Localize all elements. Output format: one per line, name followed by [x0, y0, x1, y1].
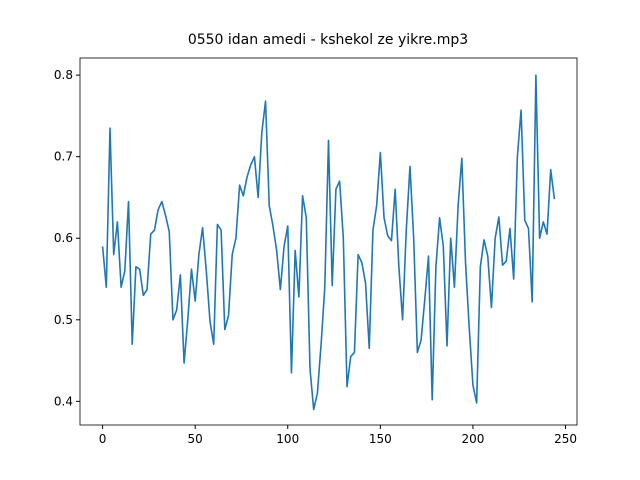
- plot-frame: [79, 57, 578, 426]
- y-tick-label: 0.6: [54, 231, 73, 245]
- x-tick-label: 50: [188, 432, 203, 446]
- x-tick-label: 150: [369, 432, 392, 446]
- y-tick-label: 0.4: [54, 394, 73, 408]
- x-tick-label: 0: [99, 432, 107, 446]
- x-tick-label: 250: [554, 432, 577, 446]
- x-tick-label: 200: [461, 432, 484, 446]
- y-tick-label: 0.5: [54, 313, 73, 327]
- data-line: [101, 74, 556, 411]
- y-tick-label: 0.8: [54, 68, 73, 82]
- y-tick-label: 0.7: [54, 150, 73, 164]
- x-tick-label: 100: [276, 432, 299, 446]
- chart-title: 0550 idan amedi - kshekol ze yikre.mp3: [188, 32, 468, 48]
